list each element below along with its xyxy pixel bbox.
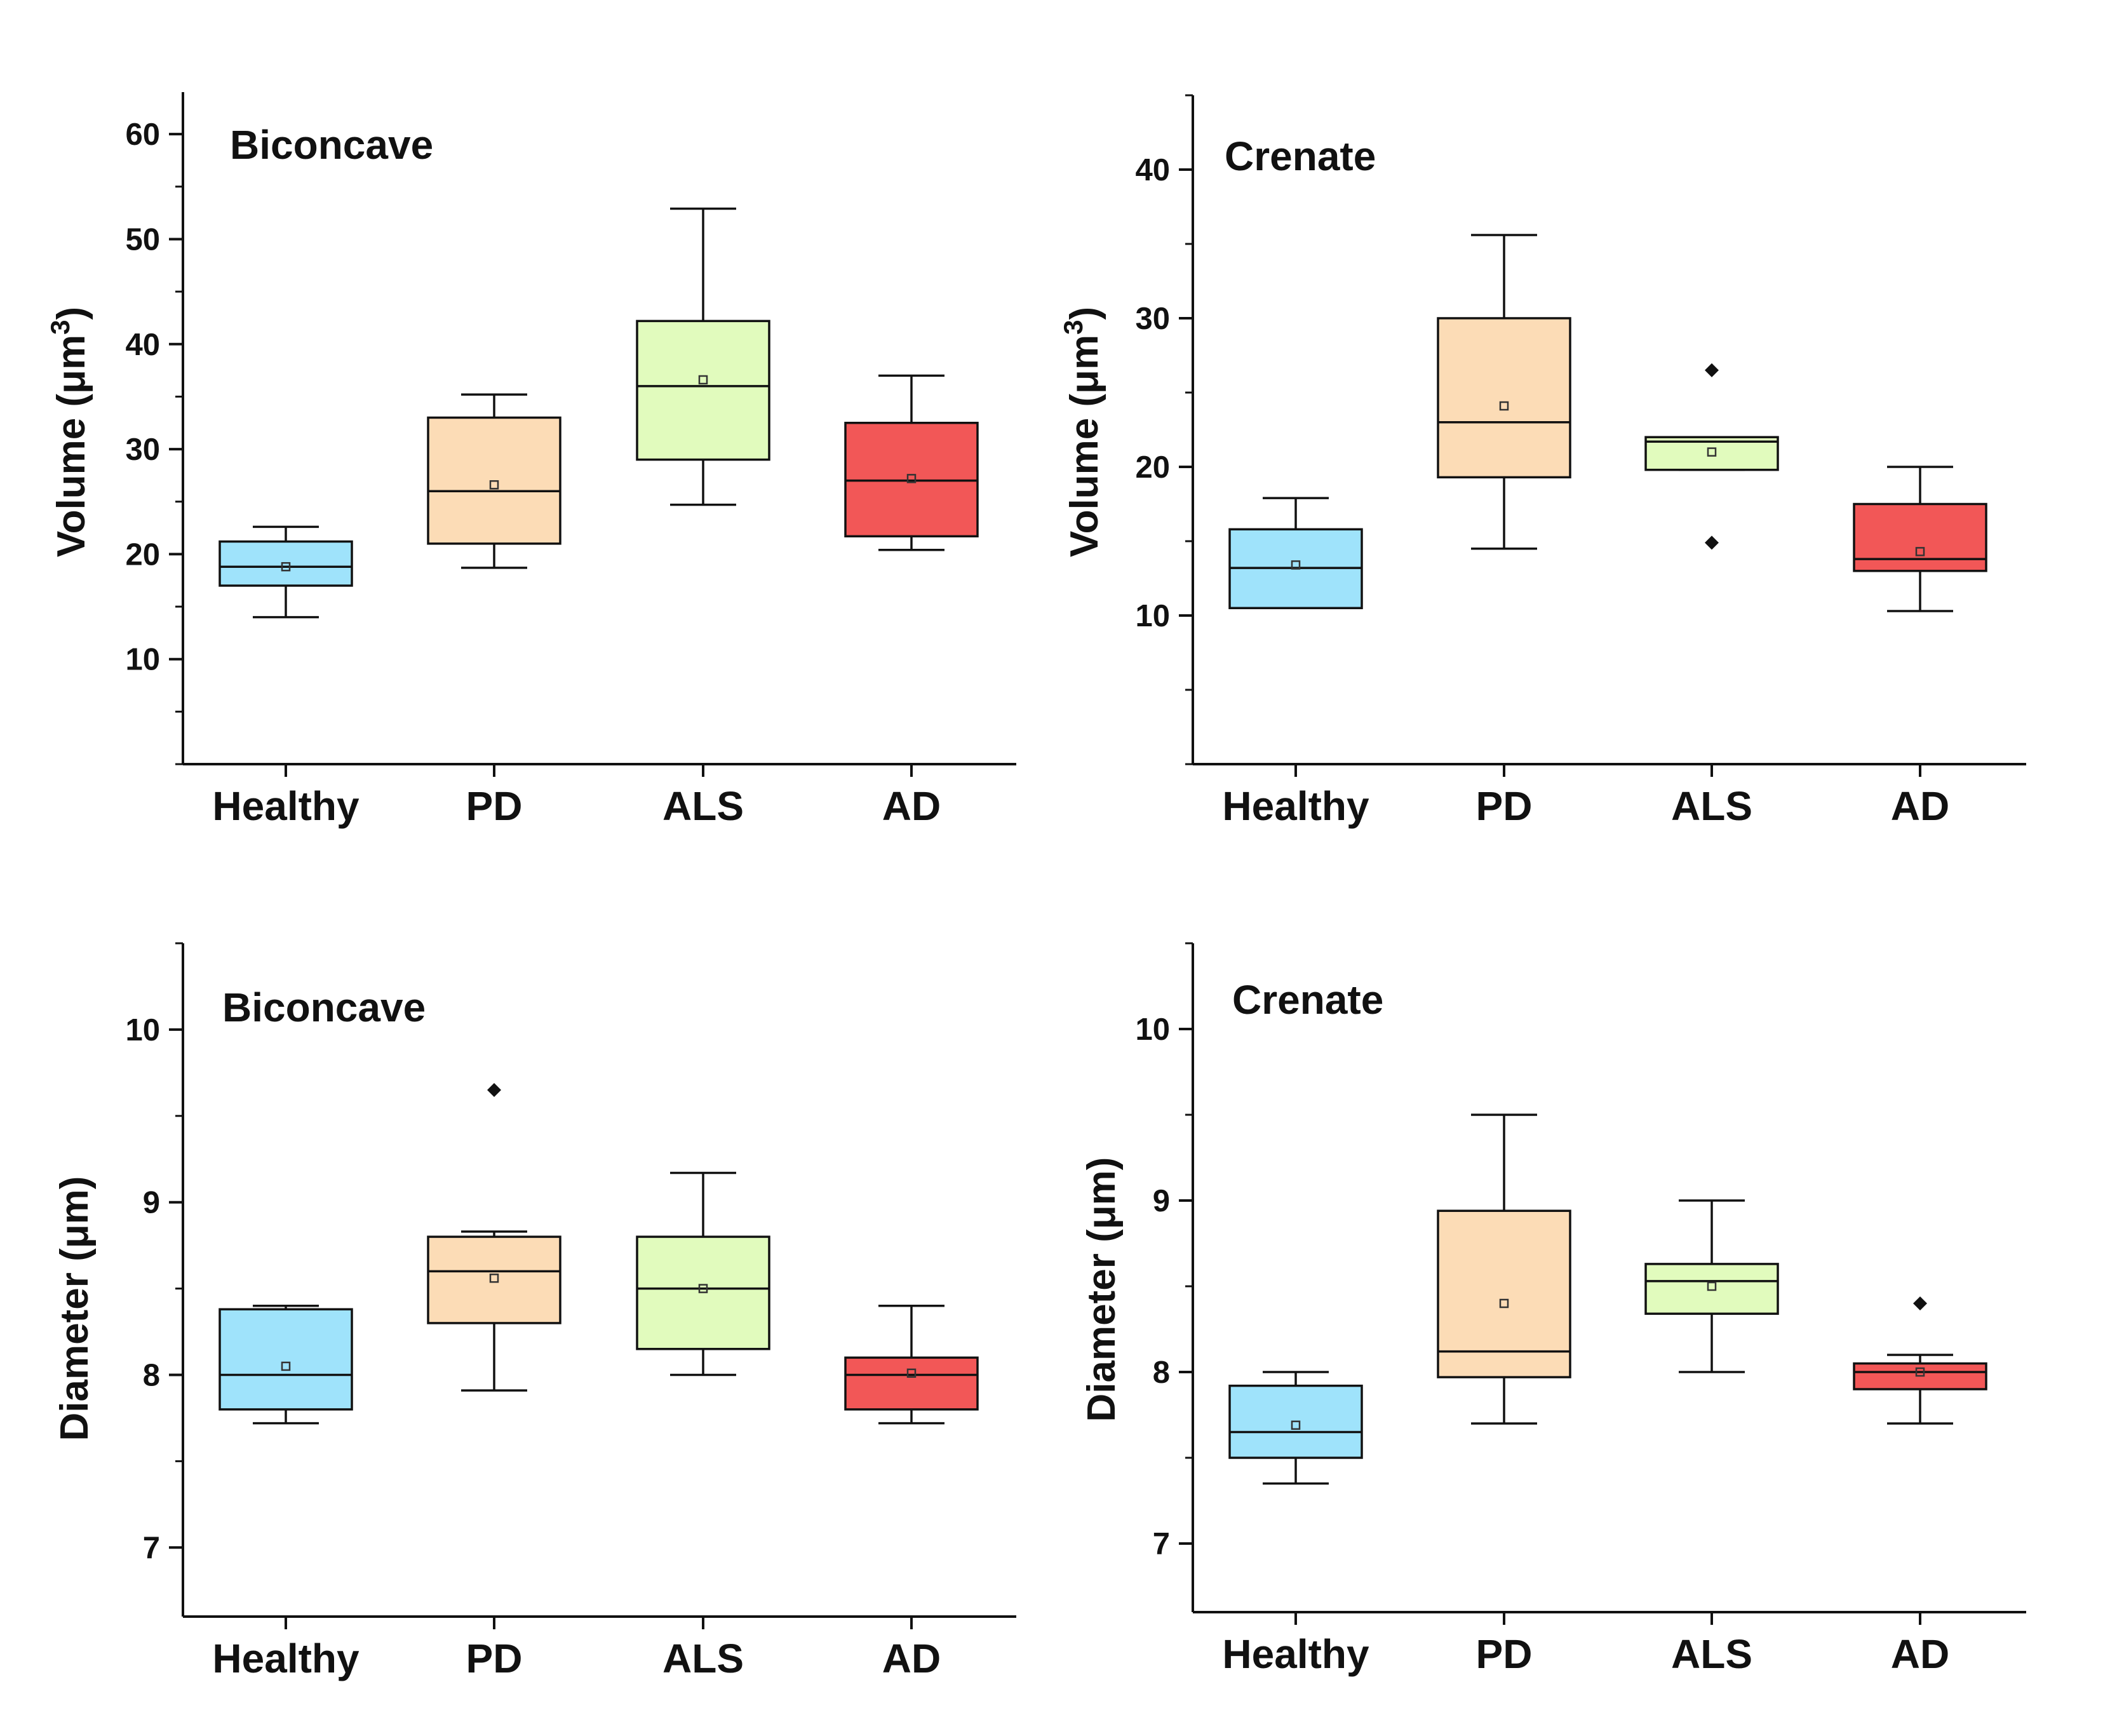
mean-marker xyxy=(1499,1298,1509,1309)
iqr-box xyxy=(1437,1209,1571,1378)
box-ad xyxy=(844,374,979,551)
iqr-box xyxy=(1228,1384,1363,1459)
box-ad xyxy=(1853,1296,1987,1425)
box-pd xyxy=(1437,234,1571,550)
x-category-label: AD xyxy=(882,783,941,829)
y-tick-label: 10 xyxy=(1135,1013,1170,1047)
outlier-point xyxy=(487,1083,501,1098)
box-als xyxy=(1644,363,1779,550)
y-tick-label: 10 xyxy=(1135,599,1170,633)
iqr-box xyxy=(1644,1263,1779,1315)
x-category-label: Healthy xyxy=(212,783,360,829)
y-tick-label: 20 xyxy=(125,537,160,572)
mean-marker xyxy=(489,1274,499,1283)
mean-marker xyxy=(698,375,708,385)
panel-title: Biconcave xyxy=(230,122,433,168)
y-tick-label: 7 xyxy=(143,1531,160,1565)
box-ad xyxy=(1853,466,1987,612)
panel-title: Biconcave xyxy=(222,985,426,1030)
x-category-label: ALS xyxy=(662,1636,744,1681)
mean-marker xyxy=(698,1284,708,1293)
iqr-box xyxy=(218,1308,353,1411)
y-tick-label: 8 xyxy=(1153,1356,1170,1390)
x-category-label: AD xyxy=(1891,783,1949,829)
y-axis-title: Diameter (μm) xyxy=(53,1176,97,1441)
mean-marker xyxy=(1915,1367,1925,1377)
x-category-label: Healthy xyxy=(212,1636,360,1681)
x-category-label: Healthy xyxy=(1222,783,1369,829)
y-tick-label: 30 xyxy=(125,433,160,467)
mean-marker xyxy=(281,1361,291,1371)
y-tick-label: 9 xyxy=(1153,1184,1170,1218)
box-als xyxy=(636,1171,770,1376)
mean-marker xyxy=(281,562,291,572)
y-tick-label: 50 xyxy=(125,222,160,257)
y-tick-label: 8 xyxy=(143,1358,160,1392)
panel-crenate-diameter: 7 8 9 10 Healthy PD ALS AD Crenate Diameter (μm… xyxy=(1080,942,2026,1677)
panel-title: Crenate xyxy=(1225,133,1376,179)
x-category-label: AD xyxy=(882,1636,941,1681)
iqr-box xyxy=(844,1356,979,1411)
box-pd xyxy=(1437,1114,1571,1425)
panel-biconcave-volume: 10 20 30 40 50 60 Healthy PD ALS AD Biconcave Vol… xyxy=(45,92,1016,829)
box-healthy xyxy=(1228,1371,1363,1485)
plot-area xyxy=(183,943,1016,1617)
box-ad xyxy=(844,1305,979,1425)
mean-marker xyxy=(1707,447,1717,457)
iqr-box xyxy=(427,1235,561,1324)
mean-marker xyxy=(906,1368,917,1378)
box-pd xyxy=(427,393,561,569)
x-category-label: PD xyxy=(466,783,523,829)
x-category-label: Healthy xyxy=(1222,1631,1369,1677)
box-healthy xyxy=(1228,497,1363,610)
x-category-label: ALS xyxy=(662,783,744,829)
y-tick-label: 40 xyxy=(125,328,160,362)
mean-marker xyxy=(906,474,917,483)
iqr-box xyxy=(636,320,770,461)
y-tick-label: 40 xyxy=(1135,153,1170,187)
y-tick-label: 30 xyxy=(1135,302,1170,336)
iqr-box xyxy=(427,416,561,545)
y-tick-label: 10 xyxy=(125,643,160,677)
x-category-label: PD xyxy=(466,1636,523,1681)
mean-marker xyxy=(1291,1420,1301,1430)
plot-area xyxy=(1193,943,2026,1612)
outlier-point xyxy=(1705,535,1719,550)
y-axis-title: Volume (μm3) xyxy=(45,307,93,557)
x-category-label: AD xyxy=(1891,1631,1949,1677)
y-tick-label: 7 xyxy=(1153,1527,1170,1561)
panel-title: Crenate xyxy=(1232,977,1383,1023)
box-als xyxy=(636,207,770,506)
outlier-point xyxy=(1705,363,1719,377)
mean-marker xyxy=(1707,1281,1717,1291)
panel-crenate-volume: 10 20 30 40 Healthy PD ALS AD Crenate Volume (μ… xyxy=(1058,94,2026,829)
mean-marker xyxy=(1499,401,1509,411)
plot-area xyxy=(1193,95,2026,764)
box-healthy xyxy=(218,525,353,619)
mean-marker xyxy=(489,480,499,490)
outlier-point xyxy=(1913,1296,1927,1310)
y-tick-label: 60 xyxy=(125,118,160,152)
y-axis-title: Volume (μm3) xyxy=(1058,307,1106,557)
box-healthy xyxy=(218,1305,353,1425)
box-als xyxy=(1644,1199,1779,1373)
y-tick-label: 10 xyxy=(125,1013,160,1047)
panel-biconcave-diameter: 7 8 9 10 Healthy PD ALS AD Biconcave Diameter (… xyxy=(53,942,1016,1681)
mean-marker xyxy=(1915,547,1925,556)
iqr-box xyxy=(1853,502,1987,572)
mean-marker xyxy=(1291,560,1301,570)
y-tick-label: 9 xyxy=(143,1186,160,1220)
y-tick-label: 20 xyxy=(1135,450,1170,485)
y-axis-title: Diameter (μm) xyxy=(1080,1157,1124,1422)
x-category-label: PD xyxy=(1476,1631,1533,1677)
x-category-label: ALS xyxy=(1671,1631,1752,1677)
box-pd xyxy=(427,1083,561,1392)
iqr-box xyxy=(1437,317,1571,479)
x-category-label: ALS xyxy=(1671,783,1752,829)
x-category-label: PD xyxy=(1476,783,1533,829)
